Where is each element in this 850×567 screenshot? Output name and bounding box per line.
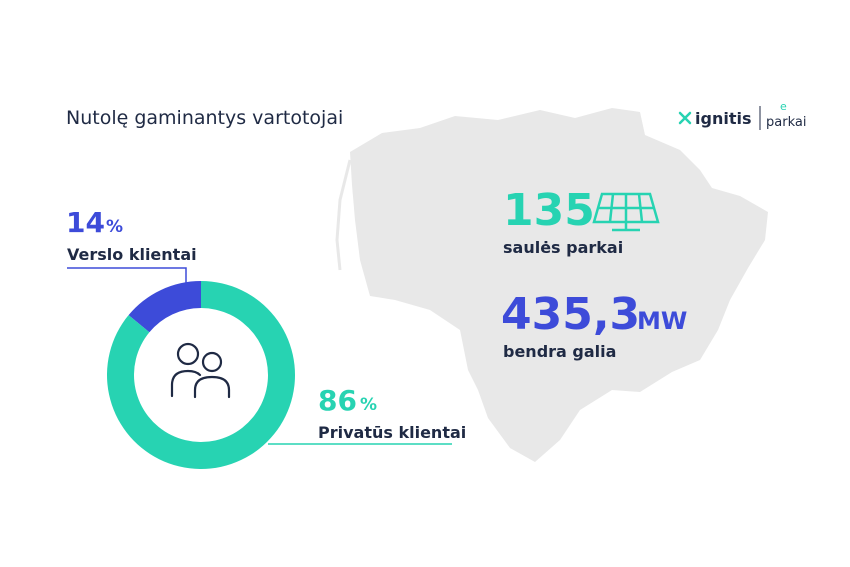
value-label: 86: [318, 384, 357, 417]
category-label: Verslo klientai: [67, 245, 197, 264]
stat-label: saulės parkai: [503, 238, 623, 257]
unit-label: %: [106, 217, 123, 237]
donut: [107, 281, 296, 469]
stat-label: bendra galia: [503, 342, 616, 361]
stat-unit: MW: [637, 307, 687, 335]
logo-sub: parkai: [766, 115, 806, 130]
logo-sub-top: e: [780, 100, 787, 113]
chart-title: Nutolę gaminantys vartotojai: [66, 107, 343, 129]
map: [350, 108, 768, 462]
donut-segment: [128, 281, 201, 333]
stat-value: 435,3: [501, 289, 640, 340]
unit-label: %: [360, 395, 377, 415]
people-icon: [170, 342, 231, 399]
logo-brand: ignitis: [695, 109, 751, 128]
logo: ignitis e parkai: [678, 100, 806, 130]
leader-line: [67, 267, 187, 286]
category-label: Privatūs klientai: [318, 423, 466, 442]
coast-spit: [335, 159, 352, 271]
stat-value: 135: [503, 185, 595, 236]
solar-panel-icon: [592, 192, 660, 232]
value-label: 14: [66, 206, 105, 239]
